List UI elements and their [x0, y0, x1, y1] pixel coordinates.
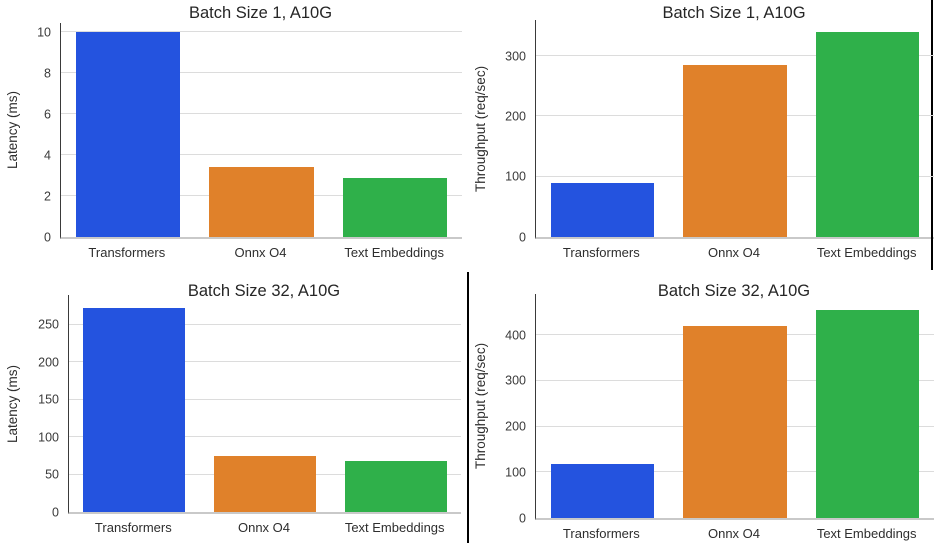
y-tick-label: 300: [505, 48, 526, 63]
y-tick-label: 0: [519, 229, 526, 244]
x-tick-label: Transformers: [562, 245, 640, 260]
bar-text-embeddings: [343, 177, 448, 237]
chart-throughput-batch1: Batch Size 1, A10G Throughput (req/sec) …: [468, 0, 935, 275]
y-axis-ticks: 0 2 4 6 8 10: [0, 23, 51, 243]
gridline: [61, 31, 462, 33]
bar-onnx-o4: [683, 326, 787, 518]
x-tick-label: Transformers: [562, 526, 640, 541]
x-tick-label: Transformers: [94, 520, 172, 535]
plot-area: [535, 294, 934, 520]
x-tick-label: Text Embeddings: [344, 245, 445, 260]
bar-onnx-o4: [209, 167, 314, 237]
y-tick-label: 0: [44, 229, 51, 244]
chart-title: Batch Size 32, A10G: [187, 282, 341, 300]
x-tick-label: Text Embeddings: [816, 526, 917, 541]
y-tick-label: 0: [52, 504, 59, 519]
gridline: [61, 113, 462, 115]
y-tick-label: 100: [505, 169, 526, 184]
divider-line-top-right: [931, 0, 933, 270]
chart-latency-batch32: Batch Size 32, A10G Latency (ms) 0 50 100 1…: [0, 275, 467, 550]
x-tick-label: Onnx O4: [707, 526, 761, 541]
y-tick-label: 200: [38, 355, 59, 370]
bar-text-embeddings: [815, 32, 920, 237]
bar-onnx-o4: [683, 64, 787, 237]
bar-transformers: [550, 182, 655, 237]
gridline: [536, 55, 934, 57]
y-axis-ticks: 0 50 100 150 200 250: [0, 295, 59, 518]
chart-title: Batch Size 1, A10G: [188, 4, 333, 22]
y-tick-label: 150: [38, 392, 59, 407]
x-tick-label: Text Embeddings: [344, 520, 445, 535]
bar-transformers: [550, 464, 655, 518]
gridline: [61, 72, 462, 74]
chart-latency-batch1: Batch Size 1, A10G Latency (ms) 0 2 4 6 8 10 …: [0, 0, 467, 275]
y-tick-label: 100: [505, 465, 526, 480]
gridline: [69, 436, 461, 438]
y-tick-label: 250: [38, 317, 59, 332]
x-tick-label: Onnx O4: [707, 245, 761, 260]
y-tick-label: 400: [505, 327, 526, 342]
x-axis-labels: Transformers Onnx O4 Text Embeddings: [535, 526, 933, 541]
y-tick-label: 10: [37, 24, 51, 39]
x-axis-labels: Transformers Onnx O4 Text Embeddings: [60, 245, 461, 260]
y-tick-label: 100: [38, 429, 59, 444]
gridline: [69, 323, 461, 325]
y-axis-ticks: 0 100 200 300: [468, 20, 526, 243]
x-axis-labels: Transformers Onnx O4 Text Embeddings: [535, 245, 933, 260]
chart-throughput-batch32: Batch Size 32, A10G Throughput (req/sec)…: [468, 275, 935, 550]
bar-text-embeddings: [815, 310, 920, 518]
y-tick-label: 200: [505, 109, 526, 124]
y-tick-label: 2: [44, 188, 51, 203]
plot-area: [68, 295, 461, 514]
plot-area: [60, 23, 462, 239]
bar-transformers: [83, 308, 186, 512]
chart-title: Batch Size 1, A10G: [662, 4, 806, 22]
bar-transformers: [75, 32, 180, 237]
y-tick-label: 200: [505, 419, 526, 434]
plot-area: [535, 20, 934, 239]
bar-text-embeddings: [344, 461, 447, 512]
y-tick-label: 8: [44, 65, 51, 80]
x-tick-label: Text Embeddings: [816, 245, 917, 260]
y-axis-ticks: 0 100 200 300 400: [468, 294, 526, 524]
divider-line-bottom-center: [467, 272, 469, 543]
gridline: [61, 154, 462, 156]
gridline: [69, 398, 461, 400]
y-tick-label: 6: [44, 106, 51, 121]
x-axis-labels: Transformers Onnx O4 Text Embeddings: [68, 520, 460, 535]
bar-onnx-o4: [214, 455, 316, 512]
chart-title: Batch Size 32, A10G: [657, 282, 811, 300]
x-tick-label: Onnx O4: [234, 245, 287, 260]
x-tick-label: Transformers: [88, 245, 166, 260]
y-tick-label: 4: [44, 147, 51, 162]
y-tick-label: 0: [519, 510, 526, 525]
gridline: [69, 361, 461, 363]
y-tick-label: 300: [505, 373, 526, 388]
y-tick-label: 50: [45, 467, 59, 482]
x-tick-label: Onnx O4: [237, 520, 291, 535]
